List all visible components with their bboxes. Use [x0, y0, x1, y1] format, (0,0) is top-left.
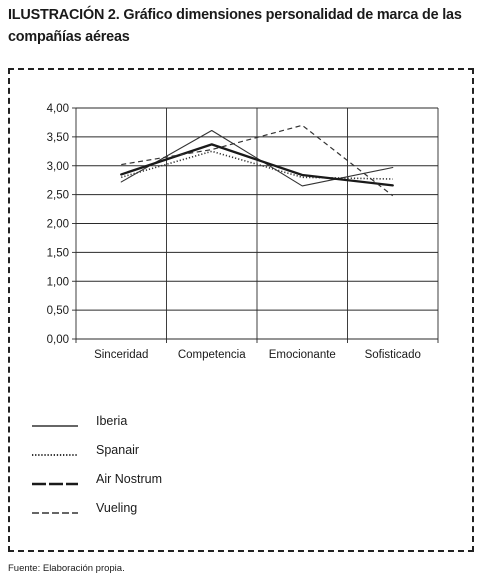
legend-label: Spanair	[96, 443, 139, 457]
series-layer	[120, 124, 394, 197]
y-tick-label: 3,00	[47, 161, 69, 173]
y-tick-label: 0,00	[47, 334, 69, 346]
x-tick-label: Sinceridad	[94, 349, 148, 361]
y-tick-label: 2,00	[47, 219, 69, 231]
x-tick-label: Sofisticado	[365, 349, 421, 361]
x-tick-label: Emocionante	[269, 349, 336, 361]
figure-caption: ILUSTRACIÓN 2. Gráfico dimensiones perso…	[8, 7, 462, 45]
y-tick-label: 2,50	[47, 190, 69, 202]
y-tick-label: 4,00	[47, 103, 69, 115]
legend: Iberia Spanair Air Nostrum Vueling	[32, 414, 162, 515]
legend-label: Air Nostrum	[96, 472, 162, 486]
series-line-vueling	[121, 124, 394, 197]
y-tick-label: 0,50	[47, 305, 69, 317]
x-tick-label: Competencia	[178, 349, 246, 361]
series-line-iberia	[120, 129, 394, 187]
chart-frame	[8, 68, 474, 552]
axis-layer: 0,00 0,50 1,00 1,50 2,00 2,50 3,00 3,50 4,00 Sinc…	[47, 103, 439, 361]
y-tick-label: 3,50	[47, 132, 69, 144]
legend-label: Vueling	[96, 501, 137, 515]
grid-layer	[75, 107, 439, 340]
series-line-air-nostrum	[120, 143, 394, 187]
series-line-spanair	[121, 150, 393, 180]
y-tick-label: 1,50	[47, 247, 69, 259]
y-tick-label: 1,00	[47, 276, 69, 288]
legend-label: Iberia	[96, 414, 127, 428]
source-note: Fuente: Elaboración propia.	[8, 563, 125, 574]
